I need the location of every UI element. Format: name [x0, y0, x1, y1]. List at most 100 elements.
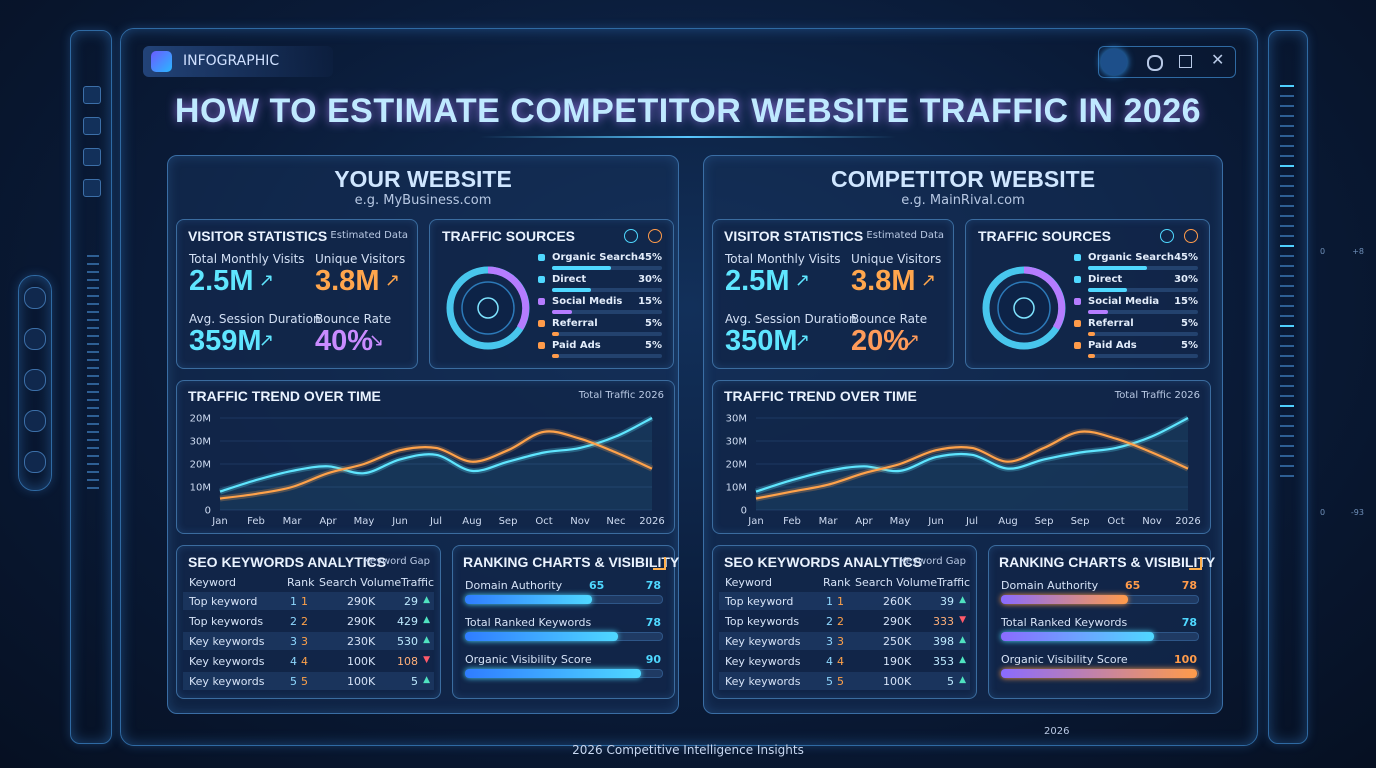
rail-tick [87, 463, 99, 465]
rail-tick [1280, 325, 1294, 327]
gauge-bottom: 0 -93 [1320, 508, 1364, 517]
rail-tick [1280, 275, 1294, 277]
rail-tick [87, 359, 99, 361]
rail-tick [87, 399, 99, 401]
footer-caption: 2026 Competitive Intelligence Insights [572, 743, 804, 757]
traffic: 5 [947, 675, 954, 688]
toolbar-icon [24, 328, 46, 350]
traffic-arrow: ▲ [959, 675, 966, 685]
rail-tick [87, 375, 99, 377]
rail-tick [1280, 315, 1294, 317]
item-value: 65 [589, 579, 605, 592]
rank-competitor: 5 [837, 675, 844, 688]
source-value: 5% [645, 318, 662, 329]
rail-tick [87, 335, 99, 337]
gauge-label: 0 [1320, 247, 1326, 256]
title-glow [480, 136, 896, 138]
box-title: SEO KEYWORDS ANALYTICS [724, 554, 923, 570]
rail-tick [1280, 355, 1294, 357]
rail-tick [1280, 405, 1294, 407]
x-tick-label: Jan [211, 516, 227, 527]
rank: 5 [290, 675, 297, 688]
seo-keywords: SEO KEYWORDS ANALYTICS Keyword Gap Keyword… [712, 545, 977, 699]
box-note: Estimated Data [330, 230, 408, 241]
panel-title: COMPETITOR WEBSITE [830, 166, 1096, 192]
settings-button[interactable] [1147, 55, 1163, 71]
rail-tick [1280, 225, 1294, 227]
x-tick-label: Jun [391, 516, 408, 527]
rail-tick [1280, 375, 1294, 377]
search-volume: 100K [347, 655, 376, 668]
y-tick-label: 20M [190, 414, 211, 425]
y-tick-label: 10M [190, 483, 211, 494]
x-tick-label: Sep [1071, 516, 1090, 527]
rail-tick [1280, 155, 1294, 157]
traffic-sources: TRAFFIC SOURCES Organic Search 45% Direct 30… [429, 219, 674, 369]
rail-tick [1280, 95, 1294, 97]
keyword: Top keyword [189, 595, 258, 608]
x-tick-label: May [354, 516, 375, 527]
rail-tick [1280, 295, 1294, 297]
gauge-label: -93 [1350, 508, 1364, 517]
rank-competitor: 1 [837, 595, 844, 608]
metric-value: 2.5M [725, 265, 790, 297]
source-icon [1074, 342, 1081, 349]
traffic-arrow: ▲ [423, 595, 430, 605]
source-name: Social Medis [552, 296, 623, 307]
box-title: RANKING CHARTS & VISIBILITY [999, 554, 1216, 570]
badge-icon [151, 51, 172, 72]
metric-arrow: ↗ [921, 270, 937, 291]
source-value: 30% [638, 274, 662, 285]
rail-tick [87, 287, 99, 289]
rail-tick [1280, 285, 1294, 287]
rank: 5 [826, 675, 833, 688]
rail-tick [1280, 395, 1294, 397]
trend-chart: 0 10M 20M 30M 20M Jan Feb Mar Apr May Jun Jul Aug Sep… [190, 414, 665, 528]
rail-tick [87, 271, 99, 273]
ring-inner [997, 281, 1051, 335]
rail-tick [87, 351, 99, 353]
source-bar [552, 354, 559, 358]
traffic: 530 [397, 635, 418, 648]
column-header: Keyword [189, 576, 236, 589]
x-tick-label: Jul [429, 516, 442, 527]
source-track [1088, 332, 1198, 336]
rank: 3 [290, 635, 297, 648]
rail-tick [87, 391, 99, 393]
source-name: Organic Search [1088, 252, 1175, 263]
source-icon [538, 254, 545, 261]
item-bar [1001, 595, 1129, 604]
rank: 1 [290, 595, 297, 608]
x-tick-label: Apr [319, 516, 337, 527]
rank: 1 [826, 595, 833, 608]
ranking-visibility: RANKING CHARTS & VISIBILITY Domain Author… [988, 545, 1215, 699]
rank: 3 [826, 635, 833, 648]
column-header: Rank [823, 576, 851, 589]
metric-arrow: ↗ [259, 270, 275, 291]
source-icon [538, 320, 545, 327]
source-bar [552, 310, 572, 314]
keyword: Key keywords [725, 655, 801, 668]
rail-tick [87, 415, 99, 417]
info-icon [648, 229, 662, 243]
trend-chart: 0 10M 20M 30M 30M Jan Feb Mar Apr May Jun Jul Aug Sep… [726, 414, 1201, 528]
traffic: 29 [404, 595, 418, 608]
source-bar [1088, 266, 1147, 270]
metric-value: 2.5M [189, 265, 254, 297]
source-icon [538, 342, 545, 349]
y-tick-label: 20M [726, 460, 747, 471]
x-tick-label: Sep [1035, 516, 1054, 527]
send-button[interactable] [1101, 49, 1127, 75]
close-button[interactable]: ✕ [1211, 50, 1225, 69]
source-icon [538, 298, 545, 305]
column-header: Keyword [725, 576, 772, 589]
source-value: 5% [645, 340, 662, 351]
source-track [1088, 288, 1198, 292]
item-label: Domain Authority [1001, 579, 1099, 592]
rank-competitor: 5 [301, 675, 308, 688]
maximize-button[interactable] [1179, 55, 1192, 68]
source-bar [1088, 354, 1095, 358]
trend-line [755, 430, 1189, 500]
x-tick-label: Oct [1107, 516, 1124, 527]
rail-tick [87, 423, 99, 425]
